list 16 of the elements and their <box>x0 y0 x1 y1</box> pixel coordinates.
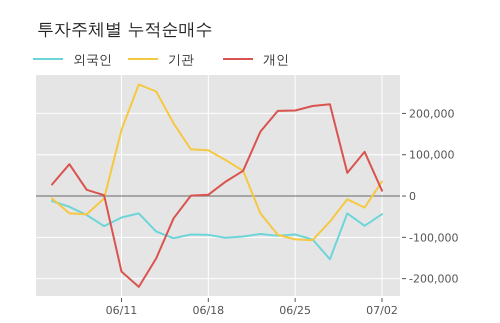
x-tick-label: 06/25 <box>279 304 312 317</box>
y-tick-label: -100,000 <box>409 231 458 244</box>
y-tick-label: 0 <box>409 190 416 204</box>
line-series <box>51 103 383 288</box>
chart-title: 투자주체별 누적순매수 <box>37 20 212 40</box>
legend-label: 개인 <box>263 53 289 68</box>
x-tick-label: 07/02 <box>366 304 398 317</box>
y-tick-label: 100,000 <box>409 148 454 162</box>
legend-label: 기관 <box>168 53 194 68</box>
y-tick-label: 200,000 <box>409 107 454 120</box>
x-tick-label: 06/18 <box>192 304 224 317</box>
line-series <box>51 84 383 242</box>
x-tick-label: 06/11 <box>106 304 138 317</box>
y-tick-label: -200,000 <box>409 272 458 286</box>
legend-label: 외국인 <box>73 53 112 68</box>
line-series <box>51 200 383 260</box>
